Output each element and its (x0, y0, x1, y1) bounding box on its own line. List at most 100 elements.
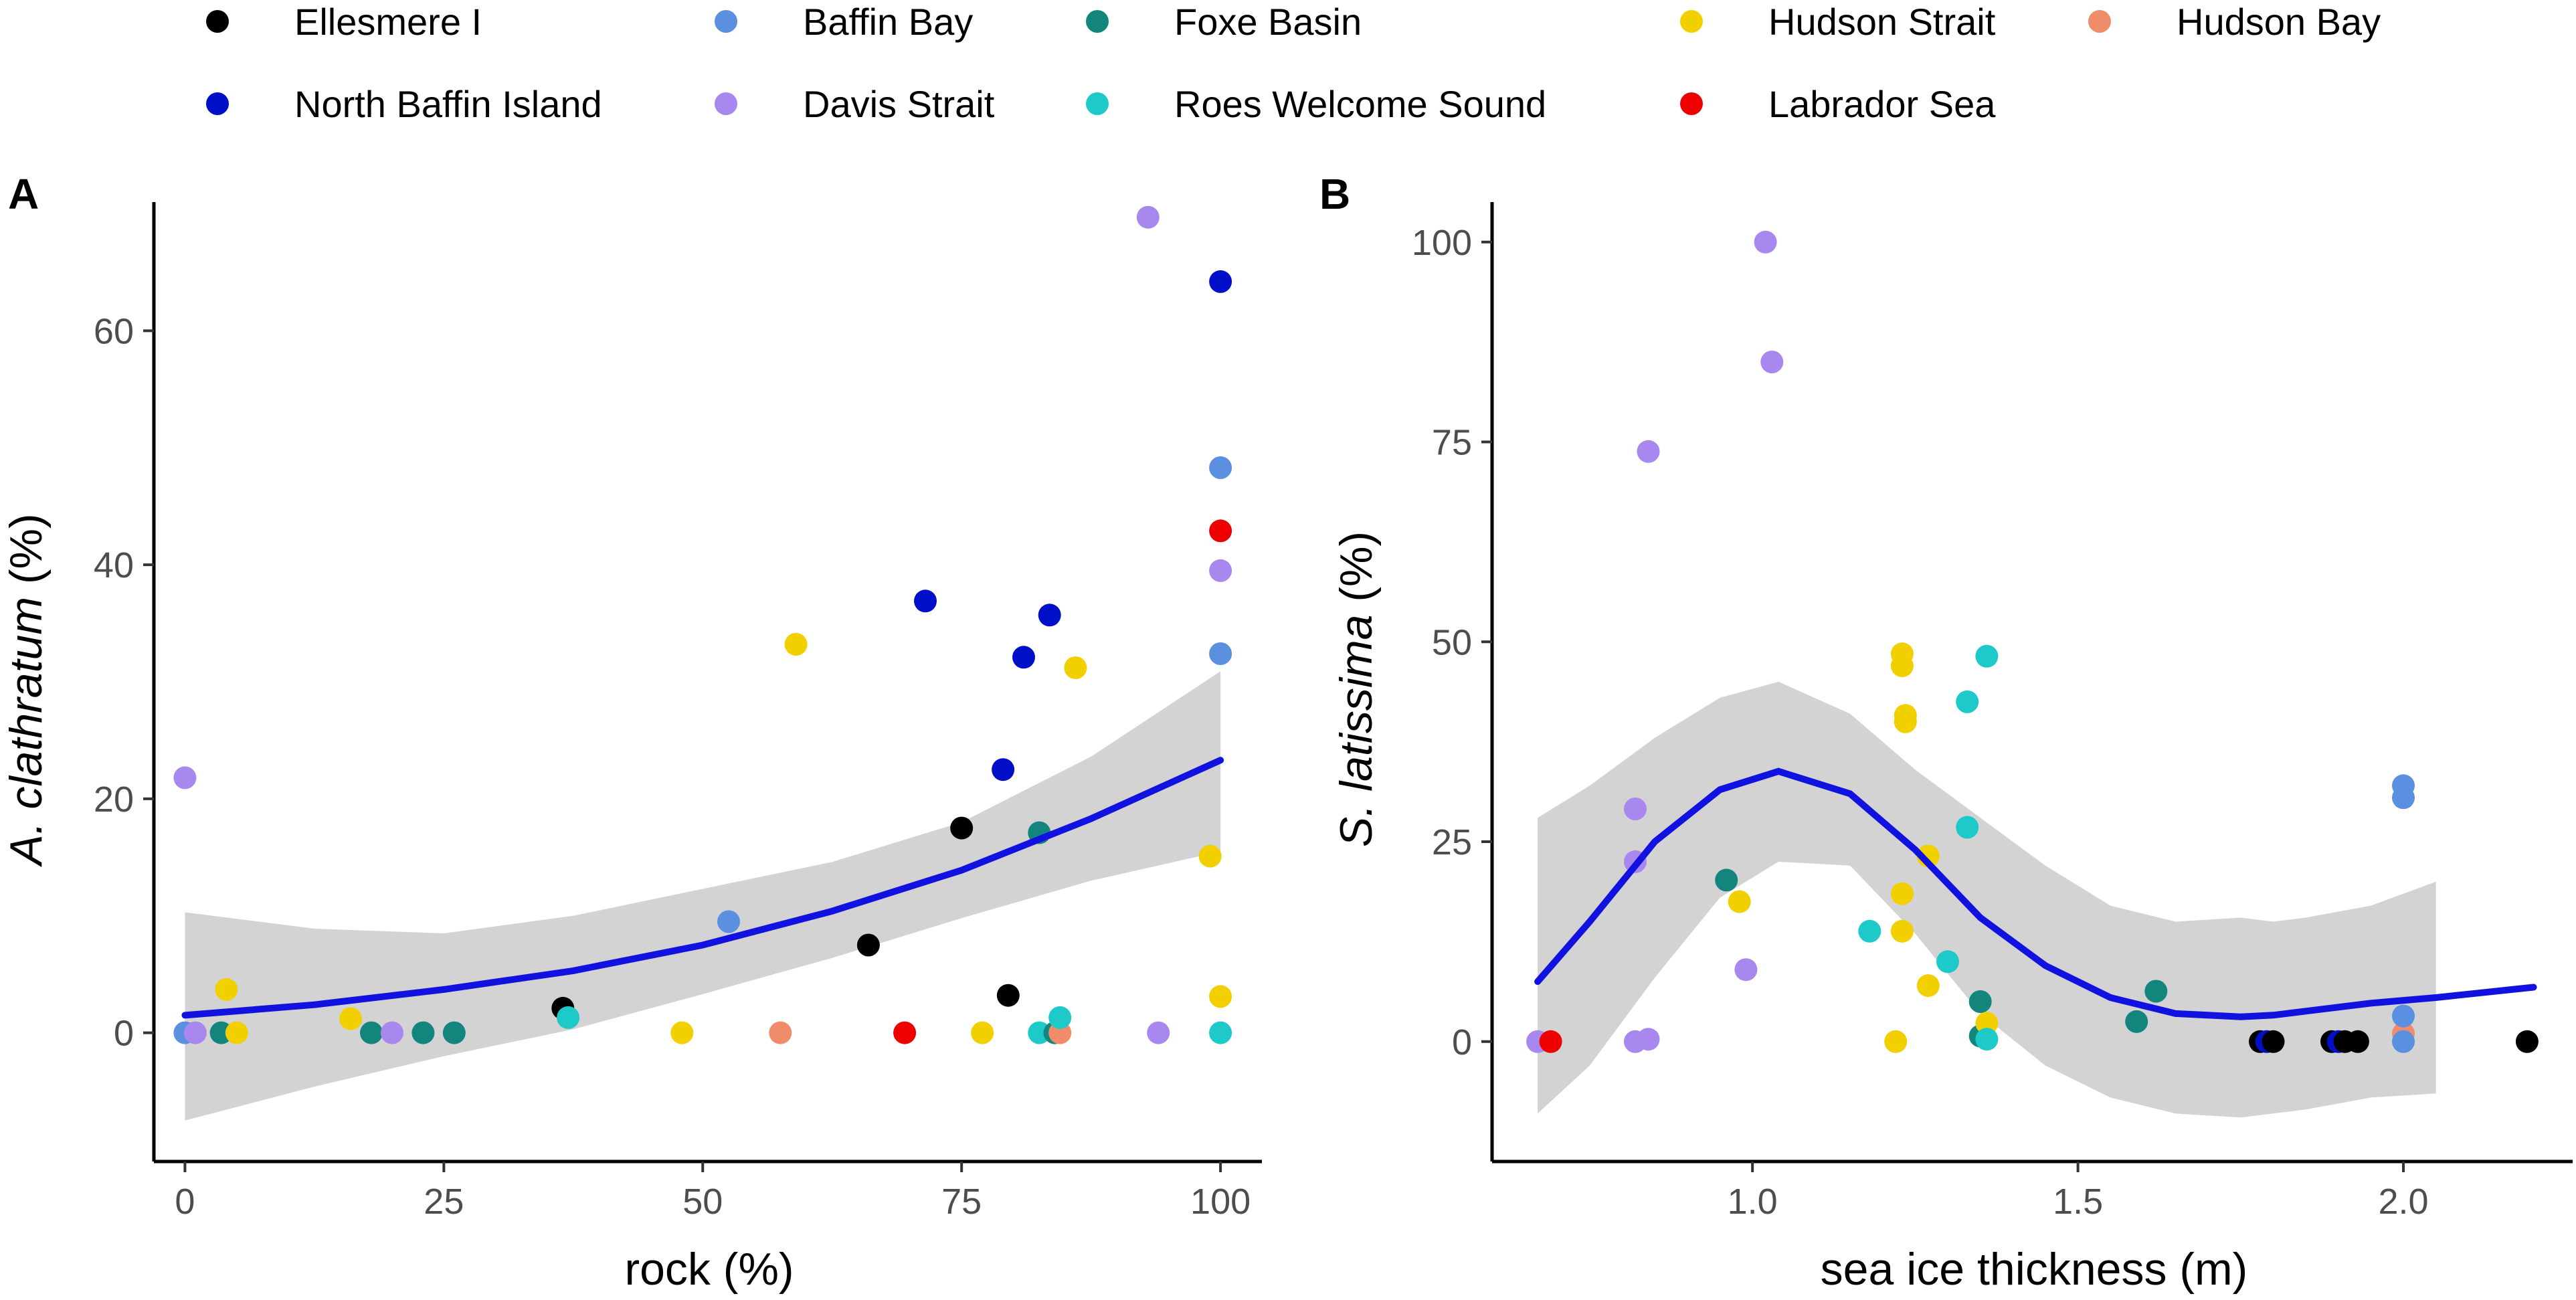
point-a-davis-strait (1136, 205, 1160, 229)
y-tick-label-a: 0 (114, 1014, 134, 1054)
point-a-roes-welcome-sound (557, 1006, 580, 1029)
y-ticks-b: 0 25 50 75 100 (1412, 223, 1492, 1062)
y-tick-label-b: 50 (1432, 622, 1472, 662)
legend-item-roes-welcome-sound: Roes Welcome Sound (1086, 83, 1546, 125)
point-a-roes-welcome-sound (1209, 1021, 1232, 1044)
point-a-labrador-sea (893, 1021, 917, 1044)
panel-a: A 0 20 40 60 0 25 50 75 100 rock (%) A. clathra… (1, 170, 1262, 1295)
point-b-roes-welcome-sound (1975, 1028, 1999, 1051)
point-a-hudson-strait (971, 1021, 994, 1044)
point-b-roes-welcome-sound (1956, 816, 1979, 839)
x-ticks-b: 1.0 1.5 2.0 (1728, 1162, 2429, 1222)
point-b-hudson-strait (1894, 710, 1917, 733)
point-b-baffin-bay (2392, 1004, 2415, 1028)
point-b-foxe-basin (1968, 990, 1992, 1013)
point-b-roes-welcome-sound (1975, 644, 1999, 668)
legend-swatch-roes-welcome-sound (1086, 92, 1109, 115)
point-b-baffin-bay (2392, 1030, 2415, 1053)
point-b-davis-strait (1760, 351, 1784, 373)
x-axis-title-b: sea ice thickness (m) (1821, 1244, 2248, 1295)
x-ticks-a: 0 25 50 75 100 (175, 1162, 1251, 1222)
point-b-hudson-strait (1890, 919, 1914, 943)
points-a (173, 205, 1232, 1044)
point-a-north-baffin-island (1038, 603, 1061, 627)
legend-label-foxe-basin: Foxe Basin (1174, 1, 1362, 43)
legend-item-north-baffin-island: North Baffin Island (206, 83, 602, 125)
point-a-ellesmere-i (950, 816, 974, 840)
y-tick-label-b: 25 (1432, 822, 1472, 862)
y-tick-label-a: 20 (94, 779, 134, 820)
legend-item-labrador-sea: Labrador Sea (1680, 83, 1996, 125)
point-a-ellesmere-i (996, 984, 1020, 1007)
legend-label-ellesmere-i: Ellesmere I (294, 1, 482, 43)
point-b-davis-strait (1754, 230, 1777, 254)
point-a-ellesmere-i (856, 933, 880, 957)
legend-label-baffin-bay: Baffin Bay (803, 1, 973, 43)
confidence-band-a (185, 671, 1221, 1121)
point-a-north-baffin-island (1209, 270, 1232, 293)
point-b-foxe-basin (2144, 980, 2168, 1003)
legend-swatch-labrador-sea (1680, 92, 1703, 115)
legend-swatch-north-baffin-island (206, 92, 229, 115)
point-b-ellesmere-i (2346, 1030, 2369, 1053)
point-b-davis-strait (1637, 440, 1660, 463)
y-tick-label-a: 40 (94, 545, 134, 585)
point-b-hudson-strait (1884, 1030, 1908, 1053)
y-tick-label-b: 100 (1412, 223, 1472, 263)
x-tick-label-a: 75 (941, 1182, 982, 1222)
point-a-baffin-bay (717, 910, 740, 933)
point-a-hudson-strait (670, 1021, 694, 1044)
point-a-hudson-bay (769, 1021, 792, 1044)
point-a-hudson-strait (339, 1007, 363, 1030)
point-b-roes-welcome-sound (1956, 690, 1979, 713)
legend-label-north-baffin-island: North Baffin Island (294, 83, 602, 125)
legend-swatch-foxe-basin (1086, 10, 1109, 33)
point-a-davis-strait (1209, 559, 1232, 582)
points-b (1526, 230, 2539, 1053)
point-a-foxe-basin (442, 1021, 466, 1044)
point-a-labrador-sea (1209, 519, 1232, 543)
x-tick-label-a: 0 (175, 1182, 195, 1222)
legend-swatch-ellesmere-i (206, 10, 229, 33)
y-tick-label-b: 75 (1432, 423, 1472, 463)
legend-swatch-hudson-bay (2088, 10, 2111, 33)
point-a-davis-strait (1147, 1021, 1170, 1044)
legend-label-hudson-bay: Hudson Bay (2177, 1, 2381, 43)
point-b-ellesmere-i (2515, 1030, 2539, 1053)
y-axis-title-b: S. latissima (%) (1331, 531, 1382, 847)
x-axis-title-a: rock (%) (624, 1244, 794, 1295)
legend-label-davis-strait: Davis Strait (803, 83, 995, 125)
point-b-davis-strait (1637, 1028, 1660, 1051)
point-a-roes-welcome-sound (1048, 1006, 1072, 1029)
point-b-davis-strait (1734, 958, 1758, 982)
x-tick-label-a: 25 (424, 1182, 464, 1222)
point-b-hudson-strait (1975, 1012, 1999, 1035)
point-b-roes-welcome-sound (1858, 919, 1881, 943)
y-tick-label-b: 0 (1452, 1022, 1472, 1062)
point-a-davis-strait (381, 1021, 403, 1044)
point-a-baffin-bay (1209, 642, 1232, 665)
point-a-foxe-basin (360, 1021, 383, 1044)
point-b-hudson-strait (1890, 654, 1914, 678)
legend-item-hudson-bay: Hudson Bay (2088, 1, 2381, 43)
point-b-davis-strait (1624, 798, 1647, 820)
fit-line-a (181, 757, 1224, 1019)
legend: Ellesmere I Baffin Bay Foxe Basin Hudson St… (206, 1, 2381, 125)
point-b-baffin-bay (2392, 786, 2415, 810)
legend-item-baffin-bay: Baffin Bay (715, 1, 973, 43)
point-a-davis-strait (173, 766, 197, 790)
point-a-davis-strait (183, 1021, 207, 1044)
legend-label-hudson-strait: Hudson Strait (1768, 1, 1996, 43)
legend-swatch-davis-strait (715, 92, 737, 115)
point-b-hudson-strait (1728, 890, 1751, 913)
point-b-roes-welcome-sound (1936, 950, 1959, 973)
panel-b: B 0 25 50 75 100 1.0 1.5 2.0 sea ice thickness… (1319, 170, 2573, 1295)
legend-item-ellesmere-i: Ellesmere I (206, 1, 482, 43)
point-a-baffin-bay (1209, 456, 1232, 479)
y-axis-title-a-suffix: (%) (1, 513, 52, 597)
legend-swatch-hudson-strait (1680, 10, 1703, 33)
y-ticks-a: 0 20 40 60 (94, 311, 154, 1054)
legend-label-roes-welcome-sound: Roes Welcome Sound (1174, 83, 1546, 125)
point-a-north-baffin-island (1012, 646, 1035, 669)
point-a-north-baffin-island (992, 758, 1015, 781)
